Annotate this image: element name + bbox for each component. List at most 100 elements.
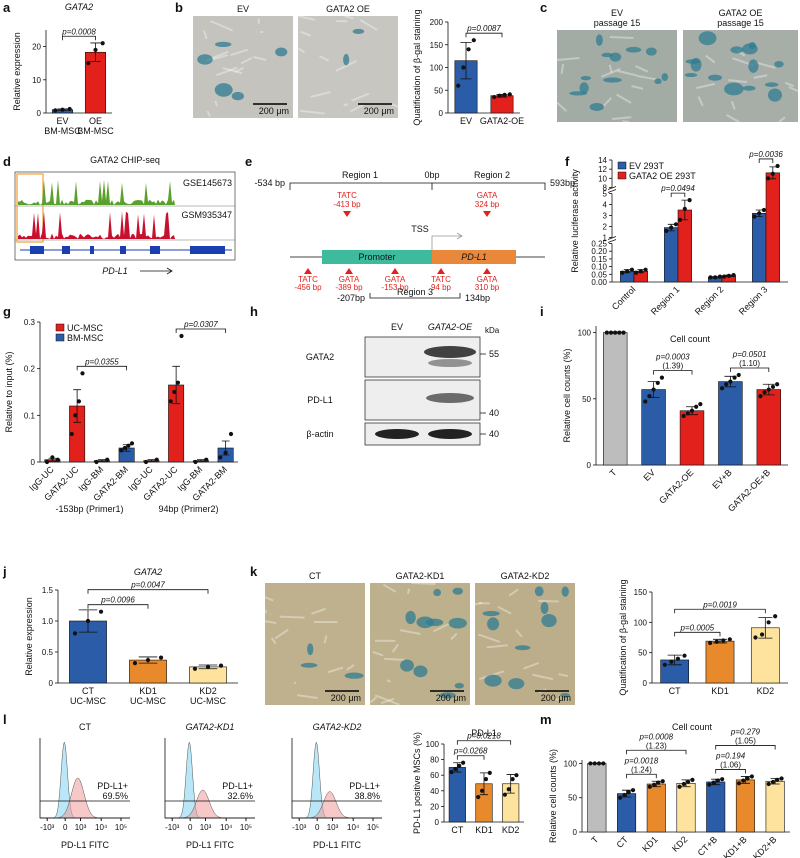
data-point <box>765 176 771 181</box>
error-bar <box>681 779 691 788</box>
cell-streak <box>602 97 612 108</box>
x-tick-label: 10³ <box>75 823 87 832</box>
y-tick-label: 50 <box>582 395 591 404</box>
y-tick-label: 0 <box>37 109 42 118</box>
site-label: GATA <box>385 275 406 284</box>
data-point <box>507 92 512 97</box>
stain <box>764 82 779 87</box>
data-point <box>687 198 692 203</box>
data-point <box>119 448 124 453</box>
data-point <box>736 372 741 378</box>
significance-bracket <box>76 365 128 371</box>
stain <box>448 617 467 629</box>
cell-streak <box>556 56 580 61</box>
y-tick-label: 100 <box>564 759 578 768</box>
data-point <box>647 784 652 789</box>
cell-streak <box>508 588 519 597</box>
panel-letter: h <box>250 304 258 319</box>
data-point <box>775 163 780 169</box>
data-point <box>461 65 466 70</box>
legend-swatch <box>617 161 627 170</box>
scale-label: -534 bp <box>254 178 285 188</box>
bar <box>676 783 696 833</box>
data-point <box>736 781 742 786</box>
data-point <box>677 784 682 789</box>
scale-label: -207bp <box>337 293 365 303</box>
scale-label: 593bp <box>550 178 575 188</box>
exon <box>120 246 126 254</box>
site-marker <box>304 268 491 274</box>
error-bar <box>98 459 106 462</box>
axes <box>39 738 130 819</box>
data-point <box>588 761 593 766</box>
micrograph <box>298 16 398 118</box>
data-point <box>69 431 74 437</box>
error-bar <box>90 42 101 62</box>
data-point <box>620 270 625 275</box>
stain <box>685 59 701 64</box>
stain <box>580 75 592 81</box>
site-label: TATC <box>337 191 357 200</box>
cell-streak <box>609 35 634 40</box>
data-point <box>682 206 687 211</box>
data-point <box>172 389 177 395</box>
x-tick-label: BM-MSC <box>77 126 114 136</box>
stain <box>416 616 434 629</box>
x-tick-label: GATA2-OE <box>480 116 524 126</box>
data-point <box>707 782 712 787</box>
cell-streak <box>264 596 274 602</box>
data-point <box>608 330 614 335</box>
scale-label: 200 μm <box>364 106 394 116</box>
data-point <box>476 794 481 800</box>
x-tick-label: Region 3 <box>737 284 770 317</box>
data-point <box>689 408 695 413</box>
data-point <box>625 269 630 274</box>
y-axis-label: Relative cell counts (%) <box>548 749 558 843</box>
cell-streak <box>206 110 211 117</box>
error-bar <box>453 762 462 773</box>
y-tick-label: 0 <box>439 109 444 118</box>
data-point <box>655 380 660 386</box>
stain <box>742 85 756 91</box>
y-tick-label: 0 <box>49 679 54 688</box>
legend-swatch <box>55 323 65 332</box>
data-point <box>621 330 626 335</box>
y-tick-label: 200 <box>430 18 444 27</box>
cell-streak <box>386 679 392 683</box>
cell-streak <box>264 609 268 614</box>
cell-streak <box>634 65 649 73</box>
data-point <box>471 38 476 43</box>
stain <box>730 46 744 54</box>
y-tick-label: 50 <box>434 86 443 95</box>
stain <box>541 613 557 628</box>
data-point <box>721 638 726 643</box>
data-point <box>50 455 55 460</box>
x-tick-label: KD2 <box>757 686 775 696</box>
site-label: -153 bp <box>381 283 409 292</box>
panel-letter: a <box>3 0 11 15</box>
y-tick-label: 150 <box>430 41 444 50</box>
stain <box>774 60 784 68</box>
y-tick-label: 2 <box>603 223 608 232</box>
y-tick-label: 100 <box>634 618 648 627</box>
x-tick-label: 10⁵ <box>367 823 379 832</box>
cell-streak <box>474 601 483 606</box>
x-tick-label: CT <box>669 686 681 696</box>
data-point <box>651 387 656 392</box>
data-point <box>770 171 775 176</box>
data-point <box>686 779 691 785</box>
data-point <box>638 269 643 274</box>
cell-streak <box>523 661 540 670</box>
data-point <box>100 41 105 46</box>
cell-streak <box>725 113 740 123</box>
peak-track <box>18 211 175 239</box>
y-tick-label: 0.25 <box>591 240 607 249</box>
data-point <box>145 657 151 663</box>
panel-letter: d <box>3 154 11 169</box>
micrograph-title: GATA2-KD1 <box>396 571 445 581</box>
chart-title: GATA2 <box>65 2 93 12</box>
data-point <box>752 214 757 219</box>
cell-streak <box>380 697 395 705</box>
data-point <box>675 656 681 661</box>
cell-streak <box>450 632 458 641</box>
